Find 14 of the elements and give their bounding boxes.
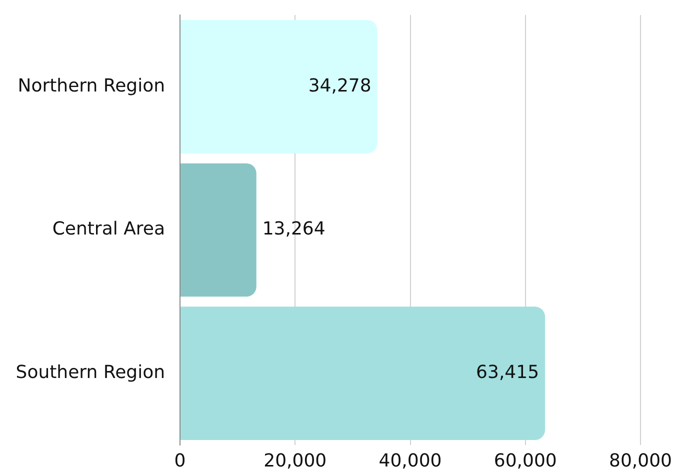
data-label: 13,264 — [262, 218, 326, 240]
x-tick-label: 40,000 — [378, 450, 442, 472]
data-label: 34,278 — [308, 75, 372, 96]
bar — [180, 306, 546, 440]
bar — [180, 163, 256, 297]
y-tick-label: Central Area — [52, 218, 165, 240]
x-tick-label: 20,000 — [264, 450, 327, 472]
y-tick-label: Southern Region — [16, 362, 165, 384]
data-label: 63,415 — [476, 362, 540, 384]
y-tick-label: Northern Region — [18, 75, 165, 96]
bar — [180, 20, 378, 154]
x-tick-label: 60,000 — [494, 450, 557, 472]
x-tick-label: 0 — [174, 450, 186, 472]
x-tick-label: 80,000 — [609, 450, 672, 472]
